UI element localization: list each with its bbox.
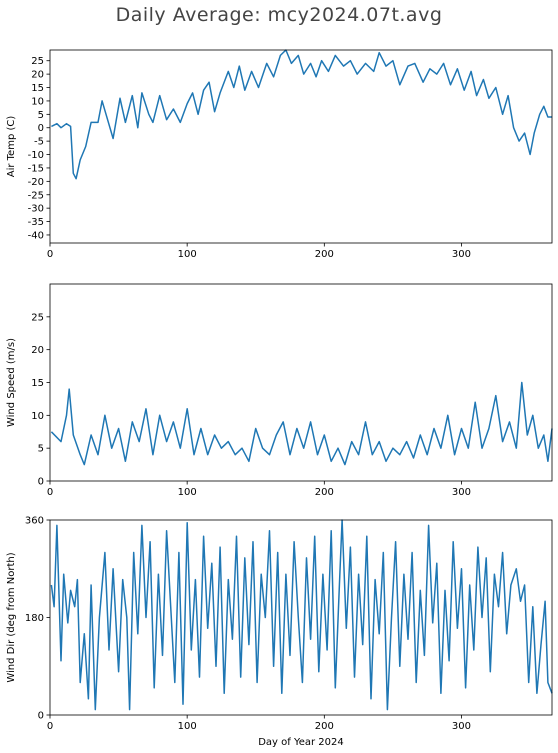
y-tick-label: 0 [38,477,44,488]
x-tick-label: 300 [452,721,471,732]
y-tick-label: 15 [31,378,44,389]
y-tick-label: -30 [28,204,44,215]
x-tick-label: 100 [178,721,197,732]
y-tick-label: 10 [31,411,44,422]
plot-frame [49,283,553,482]
y-tick-label: 360 [25,516,44,527]
y-tick-label: 180 [25,613,44,624]
y-tick-label: -5 [34,137,44,148]
x-tick-label: 0 [47,249,53,260]
plot-frame [49,519,553,716]
chart-panel-2: 0 100 200 300 0 5 10 15 20 25 Wind Speed (m/s) [6,283,553,498]
y-tick-label: 5 [38,110,44,121]
x-tick-label: 100 [178,487,197,498]
y-tick-label: -15 [28,163,44,174]
y-tick-label: -20 [28,177,44,188]
y-tick-label: 20 [31,70,44,81]
y-tick-label: 20 [31,345,44,356]
y-tick-label: 25 [31,56,44,67]
y-axis-label: Wind Dir (deg from North) [6,552,17,682]
y-tick-label: 0 [38,123,44,134]
x-axis-label: Day of Year 2024 [258,737,344,748]
y-tick-label: 10 [31,96,44,107]
y-tick-label: 5 [38,444,44,455]
y-tick-label: 15 [31,83,44,94]
x-tick-label: 300 [452,249,471,260]
plot-frame [49,49,553,244]
y-tick-label: 0 [38,711,44,722]
chart-panel-1: 0 100 200 300 25 20 15 10 5 0 -5 -10 -15 -20 -25 -30 -35… [6,49,553,260]
x-tick-label: 100 [178,249,197,260]
series-line [50,381,553,466]
x-tick-label: 300 [452,487,471,498]
chart-panel-3: 0 100 200 300 0 180 360 Wind Dir (deg from Nort… [6,516,553,748]
x-tick-label: 0 [47,487,53,498]
y-axis-label: Wind Speed (m/s) [6,338,17,427]
y-tick-label: -10 [28,150,44,161]
y-axis-label: Air Temp (C) [6,116,17,178]
x-tick-label: 200 [315,249,334,260]
x-tick-label: 200 [315,487,334,498]
page-title: Daily Average: mcy2024.07t.avg [115,4,443,26]
y-tick-label: -40 [28,230,44,241]
y-tick-label: 25 [31,312,44,323]
series-line [51,49,552,180]
y-tick-label: -25 [28,190,44,201]
x-tick-label: 0 [47,721,53,732]
x-tick-label: 200 [315,721,334,732]
y-tick-label: -35 [28,217,44,228]
series-line [50,519,553,711]
